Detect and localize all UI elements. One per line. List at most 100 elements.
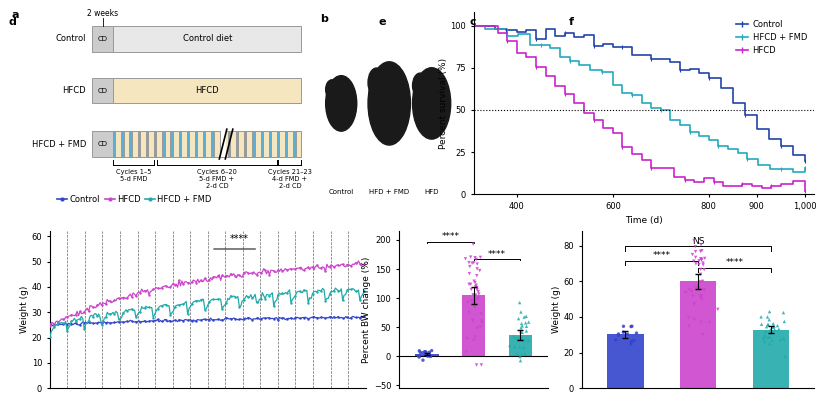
Point (765, 327, 778, 334)
Point (470, 284, 484, 291)
Point (465, 260, 479, 266)
Point (460, 335, 474, 342)
Bar (285, 131, 288, 157)
Point (771, 322, 784, 329)
Y-axis label: Percent BW change (%): Percent BW change (%) (362, 256, 371, 363)
Point (755, 321, 768, 328)
Ellipse shape (412, 68, 450, 139)
Point (472, 288, 485, 295)
Point (759, 328, 772, 335)
Point (697, 266, 711, 273)
Text: ****: **** (230, 234, 248, 244)
Point (696, 260, 710, 266)
Point (472, 291, 485, 297)
Bar (113, 78, 302, 103)
Point (520, 323, 534, 330)
Bar (154, 131, 156, 157)
Point (682, 286, 696, 293)
Bar (195, 131, 197, 157)
Bar (680, 281, 716, 388)
Point (772, 326, 785, 332)
Point (522, 319, 535, 325)
Point (694, 266, 707, 273)
Point (514, 357, 527, 364)
Ellipse shape (368, 62, 411, 145)
Point (687, 300, 701, 307)
Point (470, 287, 484, 293)
Point (696, 278, 710, 285)
Bar (92, 131, 113, 157)
Point (513, 299, 526, 306)
Point (698, 287, 711, 294)
Point (681, 314, 695, 321)
Point (461, 299, 475, 306)
Point (469, 254, 482, 261)
Bar (138, 131, 140, 157)
Point (625, 338, 638, 345)
Point (514, 309, 528, 315)
Point (777, 335, 790, 342)
Text: f: f (569, 17, 574, 26)
Point (474, 324, 487, 330)
Point (507, 333, 520, 340)
Point (696, 296, 709, 303)
Bar (162, 131, 165, 157)
Point (469, 292, 482, 299)
Point (465, 286, 478, 293)
Point (765, 337, 779, 343)
Point (766, 320, 779, 327)
Point (464, 254, 477, 261)
Point (695, 293, 708, 299)
Point (469, 283, 482, 290)
Text: HFD: HFD (425, 189, 439, 195)
Point (778, 318, 791, 325)
Y-axis label: Percent survival (%): Percent survival (%) (439, 58, 448, 149)
Point (519, 313, 533, 320)
Point (689, 261, 702, 267)
Text: b: b (320, 14, 328, 24)
Point (763, 309, 776, 315)
Point (679, 290, 692, 296)
Point (512, 315, 525, 322)
Text: CD: CD (97, 88, 107, 93)
Text: ****: **** (725, 258, 744, 267)
Point (693, 285, 706, 292)
Point (475, 311, 488, 317)
Point (761, 313, 774, 320)
Point (466, 318, 479, 325)
Text: Cycles 6–20
5-d FMD +
2-d CD: Cycles 6–20 5-d FMD + 2-d CD (197, 169, 237, 189)
Point (466, 316, 479, 323)
Point (515, 336, 529, 342)
Point (687, 237, 701, 244)
Point (685, 288, 698, 294)
Point (519, 328, 533, 334)
Point (470, 256, 483, 263)
Point (414, 349, 427, 356)
Text: Cycles 1–5
5-d FMD: Cycles 1–5 5-d FMD (116, 169, 151, 182)
Point (768, 326, 781, 333)
Point (470, 325, 484, 331)
Point (469, 279, 482, 286)
Text: Control diet: Control diet (183, 35, 232, 43)
Point (696, 262, 710, 268)
Point (468, 298, 481, 305)
Point (416, 357, 430, 363)
Point (469, 334, 482, 340)
Point (424, 353, 437, 360)
Point (460, 349, 473, 356)
Point (764, 326, 777, 333)
Bar (277, 131, 279, 157)
Text: CD: CD (97, 36, 107, 42)
Point (758, 338, 771, 344)
Bar (607, 335, 643, 388)
Point (519, 350, 532, 357)
Point (467, 301, 480, 307)
Point (694, 278, 707, 285)
Bar (113, 26, 302, 52)
Text: a: a (12, 10, 19, 20)
Point (522, 337, 535, 344)
Point (515, 320, 529, 327)
Point (514, 354, 527, 360)
Text: CD: CD (97, 141, 107, 147)
Point (517, 344, 530, 351)
